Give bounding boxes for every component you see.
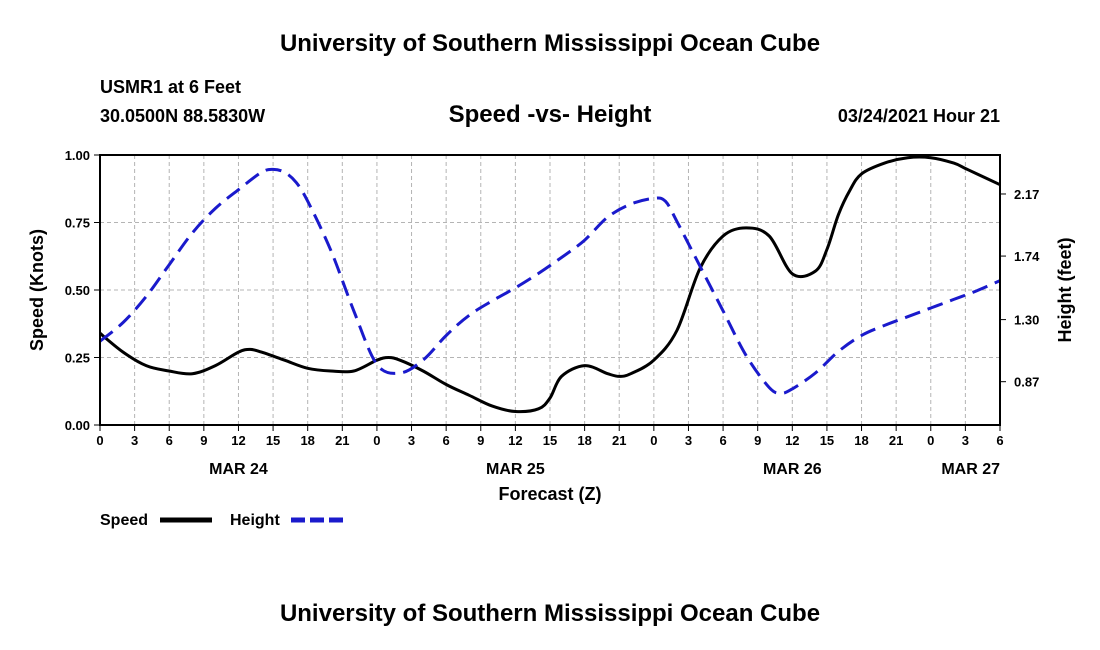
y2-tick-label: 2.17 <box>1014 187 1039 202</box>
x-tick-label: 9 <box>200 433 207 448</box>
y2-axis-title: Height (feet) <box>1055 238 1075 343</box>
bottom-title: University of Southern Mississippi Ocean… <box>279 600 821 627</box>
date-label: MAR 26 <box>763 461 822 478</box>
y-tick-label: 0.75 <box>65 216 90 231</box>
x-tick-label: 3 <box>685 433 692 448</box>
chart-title: Speed -vs- Height <box>448 101 652 128</box>
top-title: University of Southern Mississippi Ocean… <box>279 30 821 57</box>
height-series-line <box>99 167 1001 395</box>
x-tick-label: 0 <box>927 433 934 448</box>
x-tick-label: 9 <box>477 433 484 448</box>
x-tick-label: 15 <box>820 433 834 448</box>
x-tick-label: 12 <box>785 433 799 448</box>
x-tick-label: 3 <box>131 433 138 448</box>
x-axis-title: Forecast (Z) <box>498 484 601 504</box>
y-axis-title: Speed (Knots) <box>27 229 47 351</box>
x-tick-label: 18 <box>300 433 314 448</box>
x-tick-label: 3 <box>408 433 415 448</box>
x-tick-label: 6 <box>166 433 173 448</box>
x-tick-label: 0 <box>373 433 380 448</box>
x-tick-label: 18 <box>577 433 591 448</box>
y2-tick-label: 1.74 <box>1014 249 1040 264</box>
x-tick-label: 9 <box>754 433 761 448</box>
x-tick-label: 0 <box>96 433 103 448</box>
y-tick-label: 0.25 <box>65 351 90 366</box>
date-label: MAR 25 <box>486 461 545 478</box>
x-tick-label: 21 <box>889 433 903 448</box>
y2-tick-label: 0.87 <box>1014 375 1039 390</box>
legend: Speed Height <box>100 512 343 529</box>
y-tick-label: 1.00 <box>65 148 90 163</box>
x-tick-label: 21 <box>335 433 349 448</box>
axis-labels: 0 3 6 9 12 15 18 21 0 3 6 9 12 15 18 21 0 3 6 9 12 15 18 21 0 3 6 0… <box>27 148 1075 504</box>
axis-ticks <box>94 154 1006 431</box>
date-label: MAR 24 <box>209 461 268 478</box>
x-tick-label: 3 <box>962 433 969 448</box>
x-tick-label: 12 <box>508 433 522 448</box>
y-tick-label: 0.50 <box>65 283 90 298</box>
legend-label-speed: Speed <box>100 512 148 529</box>
y-tick-label: 0.00 <box>65 418 90 433</box>
y2-tick-label: 1.30 <box>1014 313 1039 328</box>
date-label: MAR 27 <box>941 461 1000 478</box>
x-tick-label: 18 <box>854 433 868 448</box>
date-label: 03/24/2021 Hour 21 <box>837 106 1000 126</box>
x-tick-label: 6 <box>719 433 726 448</box>
x-tick-label: 6 <box>443 433 450 448</box>
x-tick-label: 21 <box>612 433 626 448</box>
x-tick-label: 6 <box>996 433 1003 448</box>
grid-lines <box>100 155 1000 425</box>
series-lines <box>99 155 1001 414</box>
x-tick-label: 12 <box>231 433 245 448</box>
station-label: USMR1 at 6 Feet <box>100 77 242 97</box>
coordinates-label: 30.0500N 88.5830W <box>100 106 266 126</box>
legend-label-height: Height <box>230 512 280 529</box>
x-tick-label: 15 <box>543 433 557 448</box>
speed-series-line <box>99 155 1001 414</box>
x-tick-label: 0 <box>650 433 657 448</box>
x-tick-label: 15 <box>266 433 280 448</box>
